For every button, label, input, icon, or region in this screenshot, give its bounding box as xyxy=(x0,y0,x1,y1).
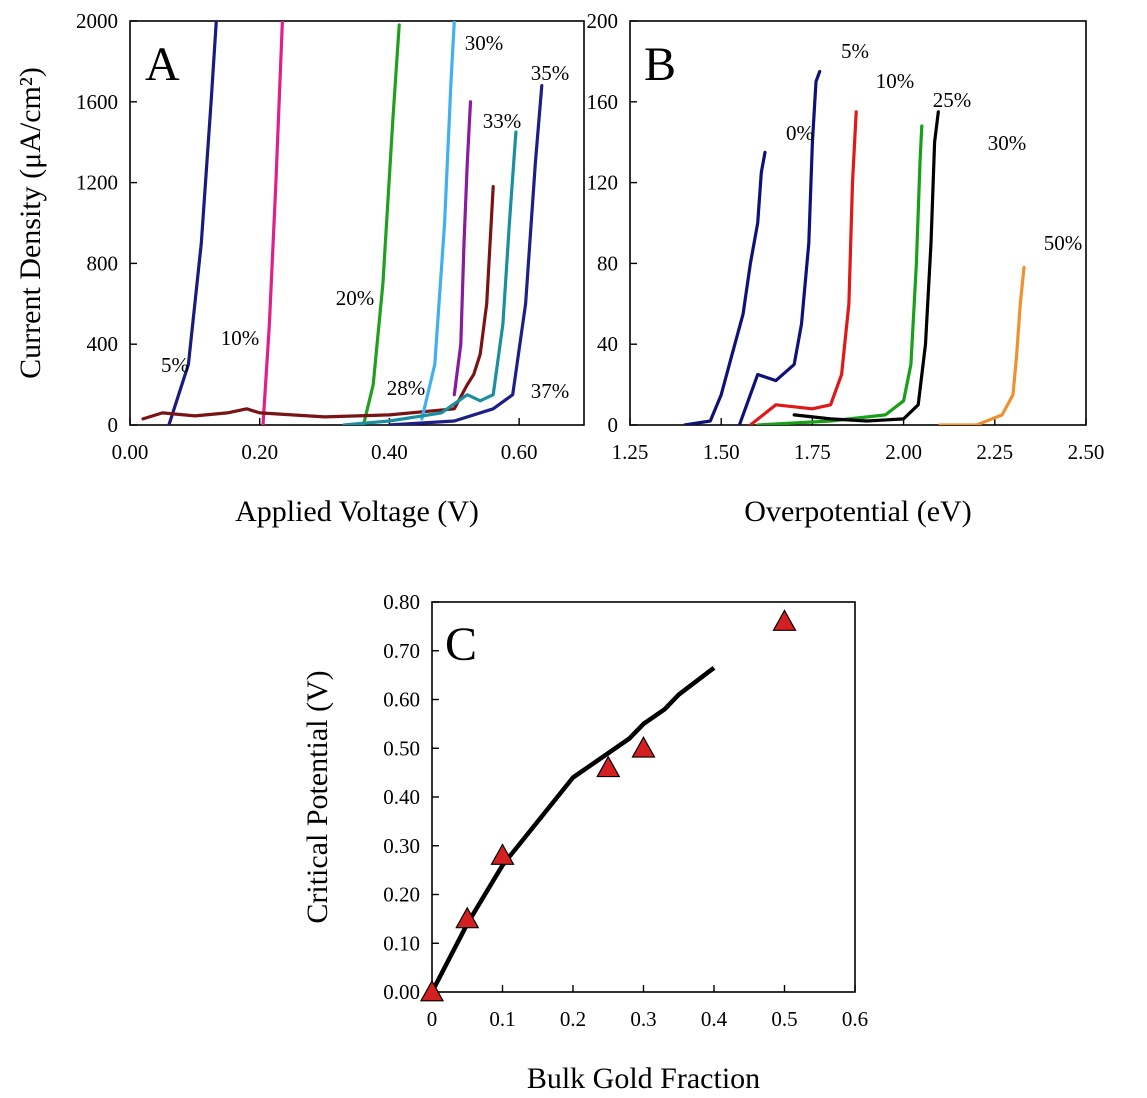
y-tick-label: 0.60 xyxy=(383,688,420,712)
y-tick-label: 0.40 xyxy=(383,785,420,809)
y-tick-label: 40 xyxy=(597,332,618,356)
data-point-triangle xyxy=(774,611,796,631)
y-tick-label: 1600 xyxy=(76,90,118,114)
x-tick-label: 2.50 xyxy=(1068,440,1105,464)
x-tick-label: 2.25 xyxy=(976,440,1013,464)
x-tick-label: 0 xyxy=(427,1007,438,1031)
x-axis-label: Bulk Gold Fraction xyxy=(527,1062,760,1095)
x-axis-label: Overpotential (eV) xyxy=(744,495,971,528)
series-label: 10% xyxy=(876,69,915,93)
series-line-7 xyxy=(389,86,541,425)
series-label: 10% xyxy=(221,326,260,350)
x-tick-label: 0.00 xyxy=(112,440,149,464)
data-point-triangle xyxy=(421,981,443,1001)
y-tick-label: 80 xyxy=(597,251,618,275)
y-tick-label: 120 xyxy=(587,171,619,195)
y-tick-label: 0 xyxy=(108,413,119,437)
y-tick-label: 0.70 xyxy=(383,639,420,663)
series-label: 37% xyxy=(531,379,570,403)
x-tick-label: 1.75 xyxy=(794,440,831,464)
y-tick-label: 200 xyxy=(587,9,619,33)
plot-frame xyxy=(630,21,1086,425)
panel-a: 0.00 0.20 0.40 0.60 0 400 800 1200 1600 2000 Appli… xyxy=(14,9,584,528)
y-tick-label: 1200 xyxy=(76,171,118,195)
panel-letter: A xyxy=(145,38,180,91)
panel-c: 0 0.1 0.2 0.3 0.4 0.5 0.6 0.00 0.10 0.20 0.30 0.40 0… xyxy=(301,590,868,1095)
x-tick-label: 0.3 xyxy=(630,1007,656,1031)
series-line-4 xyxy=(422,21,454,419)
series-label: 30% xyxy=(465,31,504,55)
series-label: 25% xyxy=(933,88,972,112)
series-label: 50% xyxy=(1044,231,1083,255)
series-line-1 xyxy=(263,21,282,425)
series-label: 28% xyxy=(387,376,426,400)
x-tick-label: 0.4 xyxy=(701,1007,728,1031)
y-tick-label: 160 xyxy=(587,90,619,114)
series-label: 5% xyxy=(841,39,869,63)
panel-letter: B xyxy=(644,38,676,91)
series-line-6 xyxy=(454,102,470,395)
series-label: 35% xyxy=(531,61,570,85)
y-tick-label: 0.30 xyxy=(383,834,420,858)
panel-b: 1.25 1.50 1.75 2.00 2.25 2.50 0 40 80 120 160 200 Ov… xyxy=(587,9,1105,528)
series-line-2 xyxy=(364,25,400,425)
x-tick-label: 1.25 xyxy=(612,440,649,464)
x-tick-label: 1.50 xyxy=(703,440,740,464)
x-tick-label: 0.40 xyxy=(371,440,408,464)
x-axis-label: Applied Voltage (V) xyxy=(235,495,479,528)
series-label: 0% xyxy=(786,121,814,145)
series-label: 30% xyxy=(988,131,1027,155)
x-tick-label: 0.2 xyxy=(560,1007,586,1031)
x-tick-label: 0.1 xyxy=(489,1007,515,1031)
plot-frame xyxy=(432,602,855,992)
y-axis-label: Current Density (μA/cm²) xyxy=(14,67,47,379)
y-tick-label: 400 xyxy=(87,332,119,356)
fit-line xyxy=(432,668,714,992)
x-tick-label: 0.5 xyxy=(771,1007,797,1031)
y-tick-label: 0.50 xyxy=(383,736,420,760)
panel-letter: C xyxy=(445,618,477,671)
y-tick-label: 800 xyxy=(87,251,119,275)
series-line-5 xyxy=(940,267,1024,425)
y-tick-label: 0 xyxy=(608,413,619,437)
series-label: 5% xyxy=(161,353,189,377)
y-axis-label: Critical Potential (V) xyxy=(301,670,334,923)
y-tick-label: 0.80 xyxy=(383,590,420,614)
x-tick-label: 0.60 xyxy=(501,440,538,464)
y-tick-label: 0.10 xyxy=(383,931,420,955)
data-point-triangle xyxy=(633,737,655,757)
x-tick-label: 0.20 xyxy=(241,440,278,464)
series-label: 33% xyxy=(483,109,522,133)
y-tick-label: 2000 xyxy=(76,9,118,33)
y-tick-label: 0.20 xyxy=(383,883,420,907)
x-tick-label: 2.00 xyxy=(885,440,922,464)
series-label: 20% xyxy=(336,286,375,310)
x-tick-label: 0.6 xyxy=(842,1007,868,1031)
y-tick-label: 0.00 xyxy=(383,980,420,1004)
